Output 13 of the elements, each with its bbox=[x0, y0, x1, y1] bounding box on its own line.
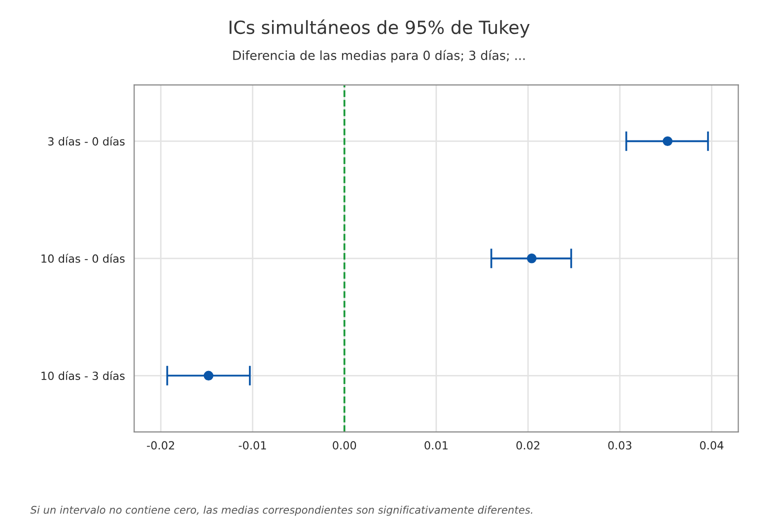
chart-subtitle: Diferencia de las medias para 0 días; 3 días; ... bbox=[233, 50, 525, 63]
x-tick-label: -0.01 bbox=[238, 441, 266, 450]
x-tick-label: 0.04 bbox=[700, 441, 724, 450]
y-tick-label: 3 días - 0 días bbox=[48, 136, 125, 146]
x-tick-label: 0.00 bbox=[332, 441, 356, 450]
x-tick-label: 0.02 bbox=[516, 441, 540, 450]
x-tick-label: 0.03 bbox=[608, 441, 632, 450]
y-tick-label: 10 días - 3 días bbox=[42, 370, 125, 380]
x-tick-label: 0.01 bbox=[424, 441, 448, 450]
text: Si un intervalo no contiene cero, las medias correspondientes son significativamente diferentes. bbox=[30, 506, 532, 516]
x-tick-label: -0.02 bbox=[146, 441, 174, 450]
y-tick-label: 10 días - 0 días bbox=[42, 254, 125, 263]
chart-title: ICs simultáneos de 95% de Tukey bbox=[230, 19, 530, 38]
